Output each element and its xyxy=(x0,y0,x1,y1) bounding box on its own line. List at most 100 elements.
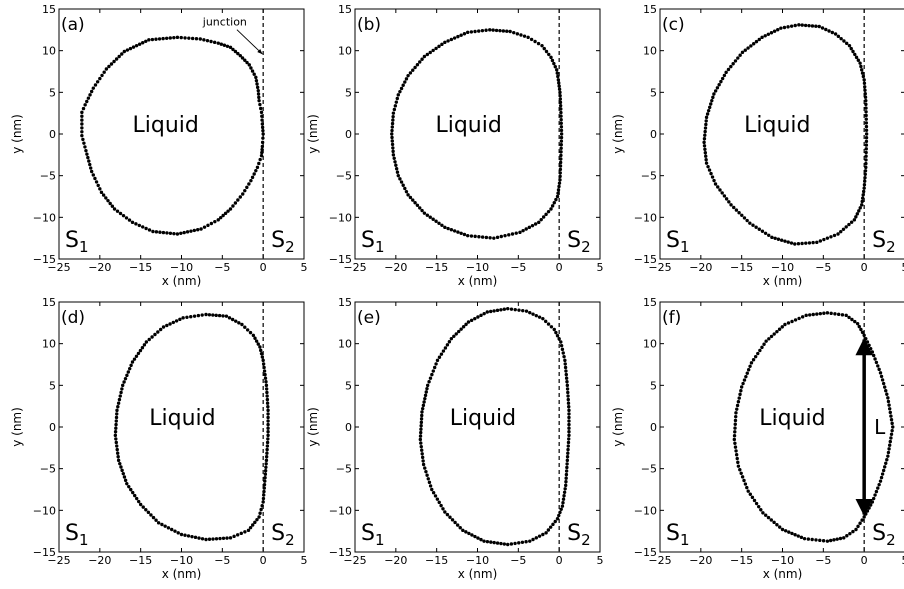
contour-point xyxy=(104,196,108,200)
contour-point xyxy=(207,537,212,541)
contour-point xyxy=(238,53,242,58)
contour-point xyxy=(245,328,250,332)
y-axis-label: y (nm) xyxy=(611,114,625,154)
contour-point xyxy=(248,525,253,530)
x-axis-label: x (nm) xyxy=(763,567,803,581)
contour-point xyxy=(160,522,164,527)
contour-point xyxy=(190,534,194,539)
contour-point xyxy=(265,440,270,445)
contour-point xyxy=(448,515,452,519)
contour-point xyxy=(80,122,84,126)
contour-point xyxy=(786,25,790,29)
contour-point xyxy=(390,139,394,143)
x-tick-label: −15 xyxy=(730,261,753,274)
contour-point xyxy=(848,531,852,536)
contour-point xyxy=(260,150,264,155)
contour-point xyxy=(138,502,143,507)
contour-point xyxy=(536,41,541,46)
contour-point xyxy=(501,29,506,33)
x-tick-label: −20 xyxy=(689,554,712,567)
contour-point xyxy=(817,24,821,29)
contour-point xyxy=(243,325,247,329)
contour-point xyxy=(114,415,119,420)
contour-point xyxy=(558,510,562,515)
contour-point xyxy=(744,374,748,379)
contour-point xyxy=(885,392,889,396)
contour-point xyxy=(880,472,885,476)
y-tick-label: 15 xyxy=(338,296,352,309)
length-label: L xyxy=(874,415,886,439)
x-tick-label: 0 xyxy=(556,554,563,567)
contour-point xyxy=(252,72,256,76)
contour-point xyxy=(733,422,737,426)
contour-point xyxy=(559,139,564,143)
contour-point xyxy=(161,325,166,329)
contour-point xyxy=(802,536,807,541)
contour-point xyxy=(832,538,836,542)
contour-point xyxy=(705,112,710,116)
contour-point xyxy=(406,73,410,78)
y-tick-label: −15 xyxy=(33,253,56,266)
x-tick-label: −25 xyxy=(648,554,671,567)
contour-point xyxy=(780,325,784,329)
contour-point xyxy=(423,393,428,398)
contour-point xyxy=(563,365,568,370)
contour-point xyxy=(264,462,268,466)
contour-point xyxy=(519,33,523,37)
contour-point xyxy=(880,378,885,382)
contour-point xyxy=(564,476,568,480)
contour-point xyxy=(464,530,468,534)
contour-point xyxy=(722,194,727,198)
contour-point xyxy=(259,110,264,115)
contour-point xyxy=(128,366,132,371)
contour-point xyxy=(434,219,438,223)
contour-point xyxy=(557,84,561,88)
y-tick-label: 5 xyxy=(345,379,352,392)
contour-point xyxy=(258,511,262,515)
contour-point xyxy=(165,231,169,235)
contour-point xyxy=(133,493,137,498)
contour-point xyxy=(761,511,765,515)
s2-label: S2 xyxy=(567,228,591,256)
contour-point xyxy=(136,499,141,504)
contour-point xyxy=(709,102,713,106)
contour-point xyxy=(860,203,864,207)
contour-point xyxy=(420,57,424,61)
contour-point xyxy=(262,482,267,487)
contour-point xyxy=(565,380,569,384)
y-tick-label: 10 xyxy=(338,338,352,351)
contour-point xyxy=(437,221,441,225)
contour-point xyxy=(734,208,739,212)
contour-point xyxy=(769,518,773,522)
contour-point xyxy=(150,335,154,339)
contour-point xyxy=(876,364,880,368)
contour-point xyxy=(259,351,264,356)
contour-point xyxy=(559,107,563,111)
liquid-label: Liquid xyxy=(133,113,199,138)
contour-point xyxy=(256,88,260,93)
contour-point xyxy=(853,52,857,57)
contour-point xyxy=(554,197,558,202)
contour-point xyxy=(544,212,548,217)
contour-point xyxy=(559,110,563,115)
contour-point xyxy=(703,147,707,151)
contour-point xyxy=(129,363,133,368)
contour-point xyxy=(502,307,507,311)
s1-label: S1 xyxy=(65,228,89,256)
panel-d: −25 −20 −15 −10 −5 0 5 −15 −10 −5 0 5 10 15 x (nm) y (n… xyxy=(10,296,308,581)
contour-point xyxy=(390,132,394,136)
contour-point xyxy=(259,348,263,353)
contour-point xyxy=(735,407,739,411)
contour-point xyxy=(521,308,525,313)
contour-point xyxy=(566,401,571,405)
contour-point xyxy=(818,538,822,543)
contour-point xyxy=(264,455,269,459)
contour-point xyxy=(142,343,147,347)
contour-point xyxy=(217,313,222,318)
contour-point xyxy=(733,430,737,434)
contour-point xyxy=(564,469,569,473)
contour-point xyxy=(738,468,742,472)
contour-point xyxy=(260,355,265,359)
liquid-label: Liquid xyxy=(435,113,501,138)
contour-point xyxy=(564,376,569,380)
